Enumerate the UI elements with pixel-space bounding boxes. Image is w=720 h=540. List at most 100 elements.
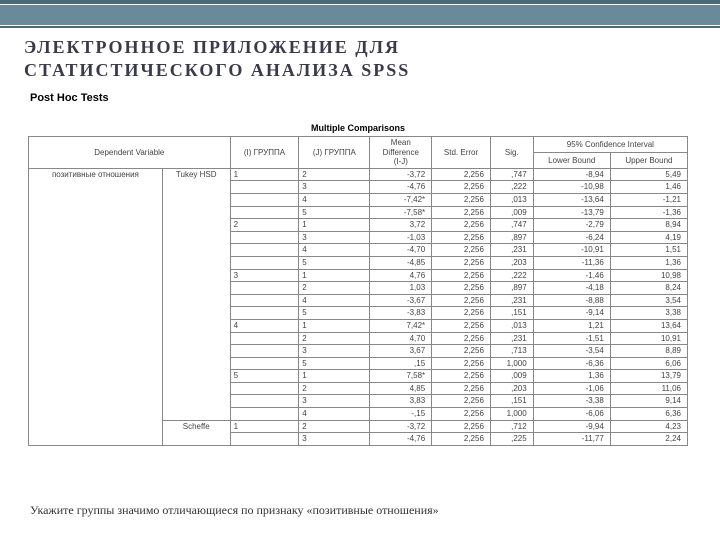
cell-j: 3 bbox=[299, 231, 370, 244]
cell-md: -4,76 bbox=[370, 433, 432, 446]
cell-se: 2,256 bbox=[432, 319, 491, 332]
cell-sig: ,151 bbox=[490, 395, 533, 408]
cell-j: 4 bbox=[299, 408, 370, 421]
cell-j: 1 bbox=[299, 319, 370, 332]
cell-i bbox=[230, 357, 299, 370]
cell-i bbox=[230, 332, 299, 345]
cell-md: 7,58* bbox=[370, 370, 432, 383]
cell-se: 2,256 bbox=[432, 168, 491, 181]
cell-se: 2,256 bbox=[432, 219, 491, 232]
cell-lb: -8,94 bbox=[533, 168, 610, 181]
table-container: Multiple Comparisons Dependent Variable … bbox=[28, 120, 688, 446]
cell-se: 2,256 bbox=[432, 420, 491, 433]
cell-ub: 8,24 bbox=[610, 282, 687, 295]
cell-lb: 1,21 bbox=[533, 319, 610, 332]
cell-lb: -6,36 bbox=[533, 357, 610, 370]
cell-md: -4,76 bbox=[370, 181, 432, 194]
cell-md: -4,70 bbox=[370, 244, 432, 257]
cell-lb: -4,18 bbox=[533, 282, 610, 295]
cell-i bbox=[230, 231, 299, 244]
cell-ub: 11,06 bbox=[610, 382, 687, 395]
section-heading: Post Hoc Tests bbox=[30, 92, 109, 104]
cell-i bbox=[230, 345, 299, 358]
cell-j: 1 bbox=[299, 269, 370, 282]
cell-lb: -8,88 bbox=[533, 294, 610, 307]
cell-se: 2,256 bbox=[432, 332, 491, 345]
cell-i bbox=[230, 282, 299, 295]
method-cell: Tukey HSD bbox=[162, 168, 230, 420]
cell-lb: 1,36 bbox=[533, 370, 610, 383]
cell-sig: ,897 bbox=[490, 231, 533, 244]
cell-se: 2,256 bbox=[432, 345, 491, 358]
header-band-inner bbox=[0, 4, 720, 26]
cell-md: 3,67 bbox=[370, 345, 432, 358]
cell-sig: ,747 bbox=[490, 219, 533, 232]
table-caption: Multiple Comparisons bbox=[28, 120, 688, 136]
cell-j: 5 bbox=[299, 357, 370, 370]
cell-ub: 3,54 bbox=[610, 294, 687, 307]
cell-lb: -2,79 bbox=[533, 219, 610, 232]
hdr-ci: 95% Confidence Interval bbox=[533, 137, 687, 153]
cell-i: 4 bbox=[230, 319, 299, 332]
cell-md: 1,03 bbox=[370, 282, 432, 295]
cell-sig: ,712 bbox=[490, 420, 533, 433]
cell-se: 2,256 bbox=[432, 357, 491, 370]
cell-md: 4,76 bbox=[370, 269, 432, 282]
footer-note: Укажите группы значимо отличающиеся по п… bbox=[30, 503, 690, 518]
cell-j: 1 bbox=[299, 370, 370, 383]
cell-sig: ,231 bbox=[490, 294, 533, 307]
cell-sig: ,231 bbox=[490, 244, 533, 257]
cell-sig: ,013 bbox=[490, 193, 533, 206]
cell-se: 2,256 bbox=[432, 408, 491, 421]
cell-ub: 10,98 bbox=[610, 269, 687, 282]
cell-md: 3,83 bbox=[370, 395, 432, 408]
cell-md: 3,72 bbox=[370, 219, 432, 232]
cell-lb: -6,24 bbox=[533, 231, 610, 244]
cell-se: 2,256 bbox=[432, 231, 491, 244]
cell-sig: 1,000 bbox=[490, 408, 533, 421]
cell-se: 2,256 bbox=[432, 395, 491, 408]
cell-lb: -9,94 bbox=[533, 420, 610, 433]
cell-sig: ,009 bbox=[490, 370, 533, 383]
cell-ub: 4,19 bbox=[610, 231, 687, 244]
hdr-j: (J) ГРУППА bbox=[299, 137, 370, 169]
method-cell: Scheffe bbox=[162, 420, 230, 445]
cell-i: 1 bbox=[230, 168, 299, 181]
cell-lb: -3,38 bbox=[533, 395, 610, 408]
cell-ub: -1,21 bbox=[610, 193, 687, 206]
cell-sig: ,747 bbox=[490, 168, 533, 181]
cell-sig: ,013 bbox=[490, 319, 533, 332]
cell-sig: ,897 bbox=[490, 282, 533, 295]
hdr-upper: Upper Bound bbox=[610, 152, 687, 168]
cell-j: 3 bbox=[299, 433, 370, 446]
cell-se: 2,256 bbox=[432, 370, 491, 383]
cell-i bbox=[230, 408, 299, 421]
cell-j: 2 bbox=[299, 168, 370, 181]
cell-ub: 4,23 bbox=[610, 420, 687, 433]
cell-lb: -13,79 bbox=[533, 206, 610, 219]
cell-se: 2,256 bbox=[432, 282, 491, 295]
title-line1: ЭЛЕКТРОННОЕ ПРИЛОЖЕНИЕ ДЛЯ bbox=[24, 37, 400, 57]
cell-lb: -1,51 bbox=[533, 332, 610, 345]
cell-i bbox=[230, 181, 299, 194]
cell-se: 2,256 bbox=[432, 307, 491, 320]
cell-se: 2,256 bbox=[432, 181, 491, 194]
cell-se: 2,256 bbox=[432, 294, 491, 307]
cell-ub: 13,64 bbox=[610, 319, 687, 332]
cell-j: 4 bbox=[299, 193, 370, 206]
cell-sig: 1,000 bbox=[490, 357, 533, 370]
cell-i bbox=[230, 256, 299, 269]
cell-i: 2 bbox=[230, 219, 299, 232]
cell-lb: -11,36 bbox=[533, 256, 610, 269]
cell-i bbox=[230, 244, 299, 257]
cell-ub: 10,91 bbox=[610, 332, 687, 345]
cell-sig: ,222 bbox=[490, 269, 533, 282]
cell-ub: 1,36 bbox=[610, 256, 687, 269]
cell-lb: -9,14 bbox=[533, 307, 610, 320]
cell-sig: ,222 bbox=[490, 181, 533, 194]
cell-se: 2,256 bbox=[432, 269, 491, 282]
cell-lb: -1,46 bbox=[533, 269, 610, 282]
cell-lb: -13,64 bbox=[533, 193, 610, 206]
cell-i: 3 bbox=[230, 269, 299, 282]
hdr-sig: Sig. bbox=[490, 137, 533, 169]
